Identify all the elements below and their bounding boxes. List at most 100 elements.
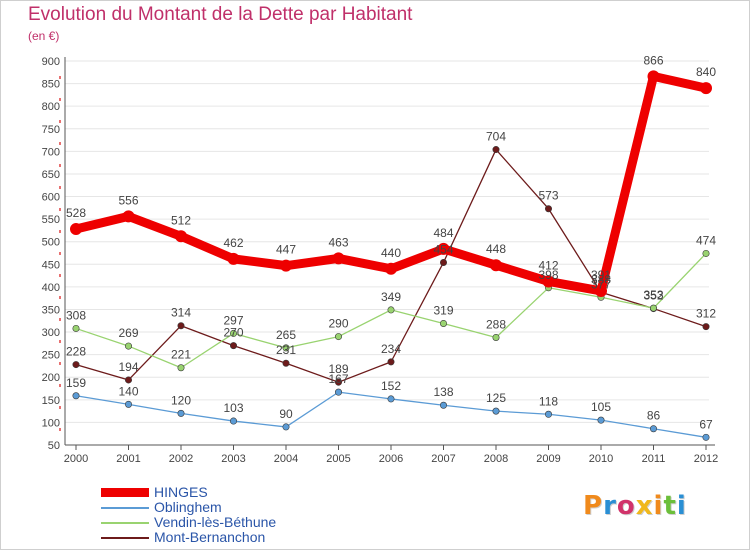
data-label-mont-bernanchon-2004: 231 xyxy=(276,343,296,357)
point-mont-bernanchon-2005 xyxy=(334,378,342,386)
point-vendin-les-bethune-2005 xyxy=(334,333,342,341)
data-label-mont-bernanchon-2008: 704 xyxy=(486,130,506,144)
x-tick-label-2003: 2003 xyxy=(221,453,245,465)
data-label-mont-bernanchon-2002: 314 xyxy=(171,306,191,320)
point-mont-bernanchon-2002 xyxy=(177,322,185,330)
data-label-oblinghem-2008: 125 xyxy=(486,391,506,405)
point-oblinghem-2012 xyxy=(702,433,710,441)
y-tick-label-250: 250 xyxy=(42,350,60,362)
point-hinges-2012 xyxy=(700,82,712,95)
data-label-mont-bernanchon-2009: 573 xyxy=(538,189,558,203)
y-tick-label-150: 150 xyxy=(42,395,60,407)
data-label-oblinghem-2005: 167 xyxy=(328,372,348,386)
x-tick-label-2000: 2000 xyxy=(64,453,88,465)
x-tick-label-2004: 2004 xyxy=(274,453,298,465)
y-tick-label-550: 550 xyxy=(42,214,60,226)
data-label-hinges-2008: 448 xyxy=(486,242,506,256)
y-tick-label-500: 500 xyxy=(42,237,60,249)
line-chart: 50 100 150 200 250 300 350 400 450 500 550 600 650 70… xyxy=(42,53,719,465)
data-label-oblinghem-2011: 86 xyxy=(647,409,661,423)
chart-subtitle: (en €) xyxy=(28,29,60,43)
point-oblinghem-2003 xyxy=(230,417,238,425)
data-label-hinges-2012: 840 xyxy=(696,65,716,79)
data-label-hinges-2006: 440 xyxy=(381,246,401,260)
data-label-mont-bernanchon-2001: 194 xyxy=(118,360,138,374)
data-label-vendin-les-bethune-2008: 288 xyxy=(486,317,506,331)
data-label-oblinghem-2009: 118 xyxy=(539,394,558,408)
data-label-vendin-les-bethune-2009: 398 xyxy=(538,268,558,282)
x-tick-label-2010: 2010 xyxy=(589,453,613,465)
point-mont-bernanchon-2003 xyxy=(230,342,238,350)
data-label-hinges-2009: 412 xyxy=(538,258,558,272)
point-mont-bernanchon-2008 xyxy=(492,146,500,154)
data-label-vendin-les-bethune-2001: 269 xyxy=(118,326,138,340)
point-hinges-2004 xyxy=(280,259,292,272)
x-tick-label-2008: 2008 xyxy=(484,453,508,465)
point-mont-bernanchon-2009 xyxy=(544,205,552,213)
data-label-vendin-les-bethune-2000: 308 xyxy=(66,308,86,322)
point-vendin-les-bethune-2006 xyxy=(387,306,395,314)
point-hinges-2008 xyxy=(490,259,502,272)
x-tick-label-2002: 2002 xyxy=(169,453,193,465)
point-mont-bernanchon-2012 xyxy=(702,323,710,331)
data-label-oblinghem-2010: 105 xyxy=(591,400,611,414)
legend-swatch-hinges xyxy=(101,488,149,497)
data-label-mont-bernanchon-2003: 270 xyxy=(223,326,243,340)
legend-label-mont-bernanchon: Mont-Bernanchon xyxy=(154,529,266,545)
x-tick-label-2005: 2005 xyxy=(326,453,350,465)
y-tick-label-600: 600 xyxy=(42,192,60,204)
data-label-hinges-2010: 391 xyxy=(591,268,611,282)
data-label-vendin-les-bethune-2006: 349 xyxy=(381,290,401,304)
point-vendin-les-bethune-2002 xyxy=(177,364,185,372)
y-tick-label-100: 100 xyxy=(42,417,60,429)
y-tick-label-450: 450 xyxy=(42,259,60,271)
x-tick-label-2006: 2006 xyxy=(379,453,403,465)
point-hinges-2003 xyxy=(227,252,240,265)
plot-area xyxy=(65,61,709,445)
point-vendin-les-bethune-2007 xyxy=(439,319,447,327)
data-label-oblinghem-2000: 159 xyxy=(66,376,86,390)
chart-title: Evolution du Montant de la Dette par Hab… xyxy=(28,4,413,25)
legend-swatch-mont-bernanchon xyxy=(101,537,149,539)
point-vendin-les-bethune-2001 xyxy=(125,342,133,350)
legend-swatch-vendin xyxy=(101,522,149,524)
x-tick-label-2009: 2009 xyxy=(536,453,560,465)
y-tick-label-350: 350 xyxy=(42,304,60,316)
y-tick-label-300: 300 xyxy=(42,327,60,339)
point-mont-bernanchon-2007 xyxy=(439,258,447,266)
point-mont-bernanchon-2004 xyxy=(282,359,290,367)
proxiti-logo: Proxiti xyxy=(583,491,687,521)
x-tick-label-2012: 2012 xyxy=(694,453,718,465)
data-label-hinges-2007: 484 xyxy=(433,226,453,240)
data-label-vendin-les-bethune-2003: 297 xyxy=(223,313,243,327)
point-oblinghem-2006 xyxy=(387,395,395,403)
data-label-hinges-2005: 463 xyxy=(328,235,348,249)
point-hinges-2000 xyxy=(70,223,82,236)
point-vendin-les-bethune-2004 xyxy=(282,344,290,352)
data-label-vendin-les-bethune-2010: 377 xyxy=(591,277,611,291)
point-hinges-2011 xyxy=(647,70,660,83)
point-oblinghem-2007 xyxy=(439,401,447,409)
point-vendin-les-bethune-2012 xyxy=(702,249,710,257)
data-label-hinges-2002: 512 xyxy=(171,213,191,227)
point-hinges-2002 xyxy=(175,230,187,243)
y-tick-label-650: 650 xyxy=(42,169,60,181)
data-label-vendin-les-bethune-2011: 353 xyxy=(643,288,663,302)
point-oblinghem-2010 xyxy=(597,416,605,424)
data-label-vendin-les-bethune-2005: 290 xyxy=(328,317,348,331)
point-vendin-les-bethune-2003 xyxy=(230,329,238,337)
point-mont-bernanchon-2000 xyxy=(72,361,80,369)
data-label-oblinghem-2001: 140 xyxy=(118,384,138,398)
y-tick-label-400: 400 xyxy=(42,282,60,294)
legend-label-vendin: Vendin-lès-Béthune xyxy=(154,514,277,530)
y-tick-label-700: 700 xyxy=(42,146,60,158)
data-label-mont-bernanchon-2010: 388 xyxy=(591,272,611,286)
data-label-oblinghem-2002: 120 xyxy=(171,393,191,407)
data-label-mont-bernanchon-2000: 228 xyxy=(66,345,86,359)
point-mont-bernanchon-2006 xyxy=(387,358,395,366)
data-label-mont-bernanchon-2007: 454 xyxy=(433,242,453,256)
y-tick-label-50: 50 xyxy=(48,440,60,452)
point-vendin-les-bethune-2000 xyxy=(72,324,80,332)
data-label-oblinghem-2007: 138 xyxy=(433,385,453,399)
